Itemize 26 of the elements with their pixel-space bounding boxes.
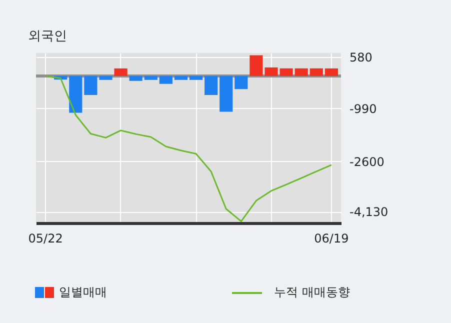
chart-title: 외국인: [28, 28, 67, 44]
line-series: [44, 75, 332, 222]
bar: [174, 76, 188, 80]
bar: [189, 76, 203, 80]
bar: [159, 76, 172, 84]
y-tick-label: -2600: [350, 154, 384, 169]
bar: [129, 76, 142, 81]
legend-label: 일별매매: [59, 284, 107, 301]
y-tick-label: -4,130: [350, 205, 388, 220]
bar: [280, 68, 293, 76]
bar: [294, 68, 308, 76]
bar: [99, 76, 112, 80]
y-tick-label: -990: [350, 102, 377, 116]
bar: [324, 68, 338, 76]
bar: [220, 76, 233, 112]
bar: [310, 68, 323, 76]
x-tick-label: 06/19: [314, 232, 349, 246]
bar: [114, 68, 128, 76]
bar: [204, 76, 218, 96]
x-tick-label: 05/22: [28, 232, 63, 246]
bar: [69, 76, 82, 113]
bar: [84, 76, 98, 96]
bar: [234, 76, 248, 90]
bar: [144, 76, 158, 80]
legend-label: 누적 매매동향: [274, 284, 350, 301]
y-tick-label: 580: [350, 50, 372, 64]
